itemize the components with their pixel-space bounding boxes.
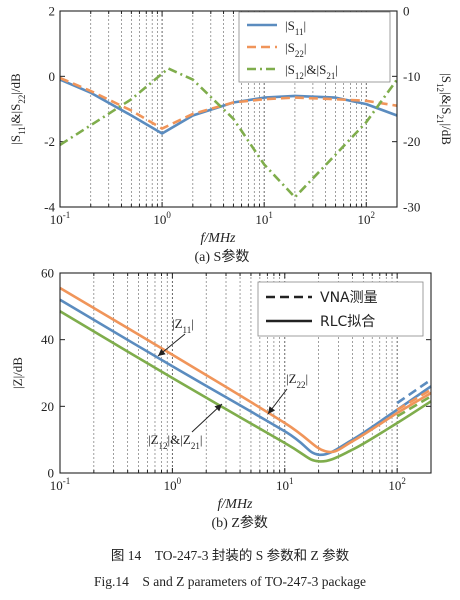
y-axis-label: |Z|/dB — [10, 357, 25, 389]
figure-canvas: 10-1 100 101 102-4-202-30-20-100|S11||S22||… — [8, 4, 454, 532]
x-tick-label: 101 — [276, 476, 294, 493]
legend-label: RLC拟合 — [320, 314, 375, 330]
series-line-z12-z21 — [59, 310, 432, 463]
series-line-s11 — [59, 78, 398, 135]
y-left-tick-label: 0 — [49, 69, 56, 84]
x-tick-label: 100 — [164, 476, 182, 493]
series-line-z11-vna — [396, 378, 432, 405]
series-line-z12-z21-vna — [396, 395, 432, 418]
y-left-tick-label: -4 — [44, 200, 55, 215]
legend-label: |S12|&|S21| — [285, 62, 338, 81]
series-line-z22 — [59, 286, 432, 454]
x-tick-label: 10-1 — [50, 476, 71, 493]
y-right-axis-label: |S12|&|S21|/dB — [435, 73, 454, 145]
x-axis-label: f/MHz — [201, 231, 237, 246]
y-right-tick-label: -30 — [403, 200, 420, 215]
series-line-s12-s21 — [59, 67, 399, 199]
series-line-z22-vna — [396, 388, 432, 411]
annotation-arrowhead — [268, 406, 276, 414]
s-parameter-chart: 10-1 100 101 102-4-202-30-20-100|S11||S22||… — [8, 4, 454, 266]
x-axis-label: f/MHz — [218, 497, 254, 512]
y-left-tick-label: 2 — [49, 4, 56, 19]
y-right-tick-label: -20 — [403, 134, 420, 149]
annotation-label: |Z11| — [172, 316, 194, 335]
series-line-s22 — [59, 76, 398, 130]
annotation-arrowhead — [214, 404, 222, 412]
y-right-tick-label: -10 — [403, 69, 420, 84]
x-tick-label: 102 — [388, 476, 406, 493]
plot-area-frame — [59, 10, 398, 208]
legend-label: |S22| — [285, 40, 306, 59]
figure-caption-chinese: 图 14 TO-247-3 封装的 S 参数和 Z 参数 — [110, 548, 350, 563]
y-left-axis-label: |S11|&|S22|/dB — [8, 73, 27, 145]
annotation-label: |Z12|&|Z21| — [148, 432, 202, 451]
x-tick-label: 102 — [358, 210, 376, 227]
y-tick-label: 20 — [41, 399, 54, 414]
x-tick-label: 10-1 — [50, 210, 71, 227]
plot-area-frame — [59, 272, 432, 474]
figure-caption-english: Fig.14 S and Z parameters of TO-247-3 pa… — [93, 574, 367, 589]
x-tick-label: 101 — [255, 210, 273, 227]
y-tick-label: 60 — [41, 266, 54, 281]
legend-label: |S11| — [285, 18, 306, 37]
legend-label: VNA测量 — [320, 290, 378, 306]
y-right-tick-label: 0 — [403, 4, 410, 19]
x-tick-label: 100 — [153, 210, 171, 227]
panel-label: (a) S参数 — [195, 248, 250, 265]
series-line-z11 — [59, 298, 432, 457]
y-tick-label: 40 — [41, 332, 54, 347]
annotation-arrowhead — [158, 348, 166, 356]
z-parameter-chart: 10-1 100 101 102 0 20 40 60 VNA测量 RLC拟合 |Z11| |Z22|… — [10, 266, 432, 531]
y-tick-label: 0 — [48, 466, 55, 481]
panel-label: (b) Z参数 — [212, 514, 268, 531]
annotation-label: |Z22| — [286, 371, 308, 390]
legend-box — [257, 281, 424, 337]
y-left-tick-label: -2 — [44, 134, 55, 149]
